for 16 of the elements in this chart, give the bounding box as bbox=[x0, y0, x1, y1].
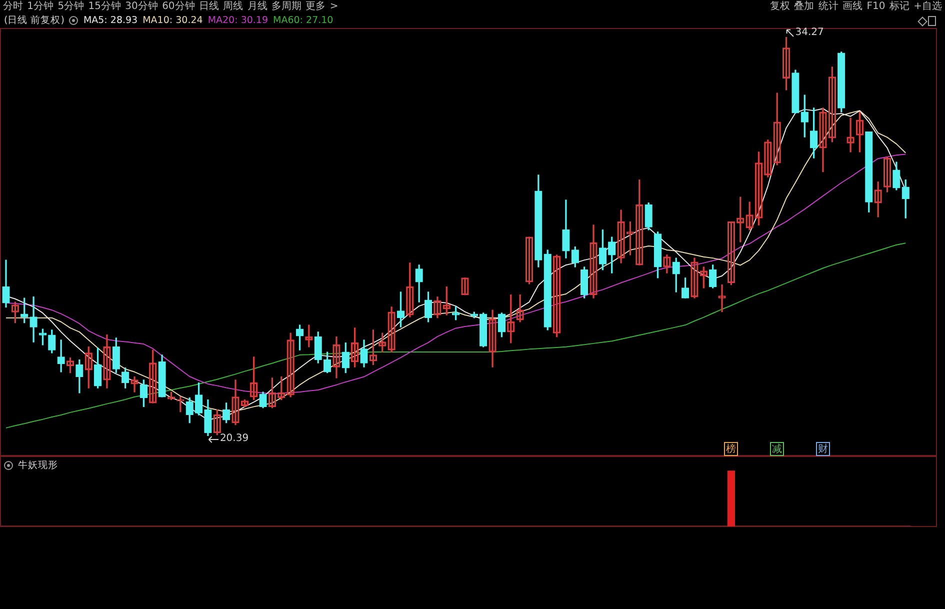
text: 复权 叠加 统计 画线 F10 标记 +自选 bbox=[770, 1, 942, 13]
candlestick bbox=[57, 340, 65, 372]
text: MA20: 30.19 bbox=[208, 14, 268, 26]
x-tick-label: 减 bbox=[772, 443, 782, 456]
chart-title: (日线 前复权) bbox=[4, 14, 64, 26]
annotation: 20.39 bbox=[220, 433, 249, 445]
x-tick-label: 财 bbox=[818, 443, 828, 456]
text: MA60: 27.10 bbox=[273, 14, 334, 26]
text: MA10: 30.24 bbox=[142, 14, 203, 26]
text: MA5: 28.93 bbox=[83, 14, 138, 26]
candlestick bbox=[30, 296, 38, 342]
annotation: 34.27 bbox=[795, 27, 824, 39]
chart-title: 牛妖现形 bbox=[18, 458, 58, 472]
candlestick bbox=[461, 278, 469, 296]
text: 分时 1分钟 5分钟 15分钟 30分钟 60分钟 日线 周线 月线 多周期 更多 > bbox=[3, 1, 338, 13]
x-tick-label: 榜 bbox=[726, 443, 736, 456]
